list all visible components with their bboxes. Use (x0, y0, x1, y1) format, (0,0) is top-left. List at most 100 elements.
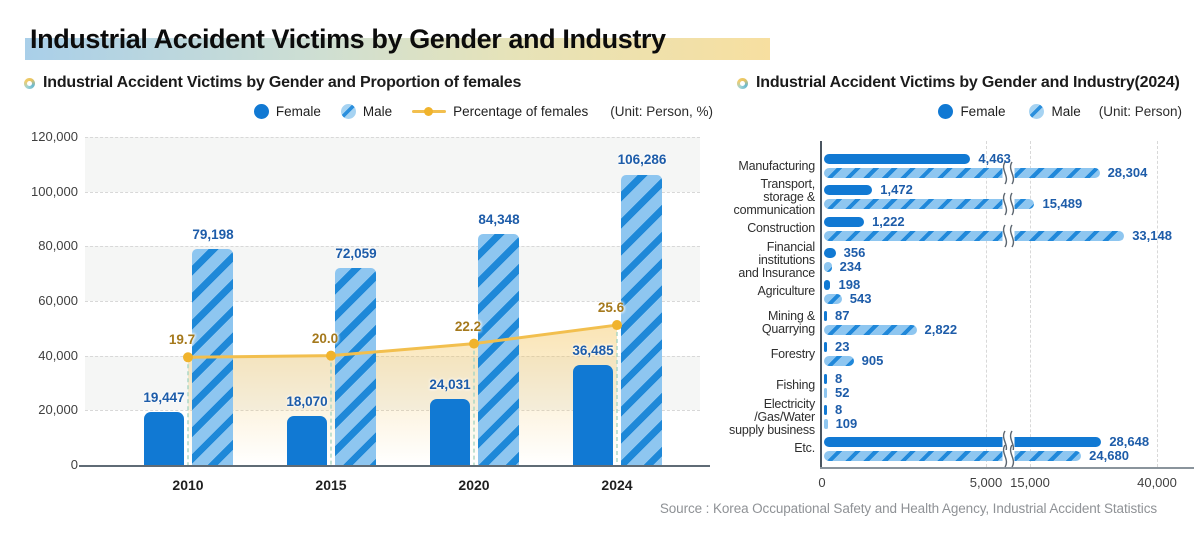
y-axis-tick-label: 60,000 (38, 293, 78, 308)
value-label-male: 106,286 (617, 152, 667, 168)
y-gridline (85, 246, 700, 248)
percentage-line-icon (412, 107, 447, 116)
female-swatch-icon (253, 104, 269, 119)
value-label-female: 24,031 (429, 377, 471, 393)
category-label: Construction (747, 221, 815, 236)
value-label-female: 28,648 (1109, 433, 1150, 449)
legend-item-female: Female (938, 104, 1005, 119)
right-unit-label: (Unit: Person) (1098, 104, 1182, 119)
value-label-male: 2,822 (924, 322, 958, 337)
male-swatch-icon (340, 104, 356, 119)
break-squiggle (1009, 161, 1015, 185)
value-label-female: 36,485 (572, 343, 614, 359)
percentage-label: 22.2 (454, 318, 482, 334)
broken-axis-horizontal-bar-chart: 0 5,000 15,000 40,000 4,463 1,472 1,222 356 198 8… (818, 141, 1194, 490)
title-highlight-band (25, 38, 770, 60)
legend-label-percentage: Percentage of females (453, 104, 589, 119)
category-label: Etc. (794, 441, 815, 456)
hbar-male (824, 450, 1082, 461)
hbar-male (824, 387, 827, 398)
value-label-male: 109 (835, 416, 858, 432)
page-title: Industrial Accident Victims by Gender an… (30, 24, 666, 54)
legend-label-male: Male (1051, 104, 1081, 119)
value-label-female: 18,070 (286, 393, 328, 409)
category-label: Financial institutions and Insurance (738, 239, 815, 280)
value-label-male: 79,198 (192, 226, 234, 242)
value-label-female: 356 (843, 245, 866, 261)
value-label-female: 8 (835, 370, 843, 386)
x-axis-label-year: 2020 (458, 477, 490, 493)
x-axis-label-year: 2024 (601, 477, 633, 493)
hbar-female (824, 373, 827, 384)
x-gridline (986, 141, 987, 467)
male-swatch-icon (1029, 104, 1045, 119)
axis-break-mark (1002, 224, 1015, 248)
hbar-male (824, 356, 854, 367)
x-axis-tick-label: 0 (818, 475, 826, 490)
hbar-female (824, 216, 865, 227)
percentage-point (183, 352, 193, 363)
bar-female-2010 (144, 411, 184, 465)
legend-item-male: Male (340, 104, 392, 119)
right-chart-title: Industrial Accident Victims by Gender an… (756, 74, 1180, 91)
bar-female-2024 (573, 365, 613, 465)
category-label: Manufacturing (738, 158, 815, 173)
value-label-male: 15,489 (1042, 196, 1083, 212)
percentage-label: 20.0 (311, 330, 339, 346)
value-label-female: 19,447 (143, 389, 185, 405)
axis-break-mark (1002, 161, 1015, 185)
zebra-band (85, 246, 700, 301)
hbar-female (824, 342, 827, 353)
break-squiggle (1009, 444, 1015, 467)
break-squiggle (1009, 193, 1015, 216)
value-label-male: 905 (861, 353, 884, 369)
break-squiggle (1002, 224, 1008, 248)
hbar-male (824, 293, 842, 304)
hbar-male (824, 168, 1100, 178)
value-label-female: 8 (835, 402, 843, 418)
axis-break-mark (1002, 444, 1015, 467)
break-squiggle (1002, 161, 1008, 185)
percentage-point (326, 350, 336, 361)
category-label: Electricity/Gas/Water supply business (729, 396, 815, 437)
hbar-male (824, 199, 1035, 210)
value-label-male: 543 (849, 290, 872, 306)
grouped-bar-line-chart: 19,447 18,070 24,031 36,485 79,198 72,059 84,3… (79, 137, 710, 493)
source-note: Source : Korea Occupational Safety and H… (659, 501, 1157, 516)
x-axis-tick-label: 15,000 (1010, 475, 1050, 490)
hbar-male (824, 419, 828, 430)
value-label-male: 24,680 (1089, 447, 1129, 463)
percentage-point (612, 320, 622, 331)
y-gridline (85, 137, 700, 138)
x-axis-line (79, 465, 710, 467)
female-swatch-icon (938, 104, 954, 119)
value-label-female: 4,463 (978, 151, 1011, 166)
legend-label-female: Female (960, 104, 1006, 119)
category-label: Forestry (770, 346, 815, 361)
bar-female-2020 (430, 399, 470, 465)
hbar-male (824, 325, 917, 335)
y-axis-tick-label: 120,000 (31, 129, 78, 144)
value-label-female: 23 (835, 339, 850, 355)
hbar-female (824, 279, 831, 290)
value-label-male: 52 (835, 384, 850, 400)
bullet-ring-icon (24, 77, 35, 89)
bar-male-2024 (621, 174, 662, 465)
break-squiggle (1009, 224, 1015, 248)
axis-break-mark (1002, 193, 1015, 216)
percentage-line-layer (183, 320, 622, 465)
y-gridline (85, 301, 700, 302)
percentage-line (187, 323, 618, 359)
percentage-label: 19.7 (168, 332, 196, 348)
legend-label-female: Female (275, 104, 321, 119)
bar-male-2020 (478, 234, 519, 465)
legend-item-male: Male (1029, 104, 1081, 119)
legend-item-female: Female (253, 104, 321, 119)
hbar-female (824, 185, 873, 196)
left-chart-legend: Female Male Percentage of females (Unit:… (85, 104, 713, 119)
value-label-male: 234 (839, 259, 862, 275)
x-axis-tick-label: 5,000 (969, 475, 1003, 490)
category-label: Fishing (776, 378, 815, 393)
y-axis-tick-label: 40,000 (38, 347, 78, 363)
zebra-band (85, 137, 700, 192)
